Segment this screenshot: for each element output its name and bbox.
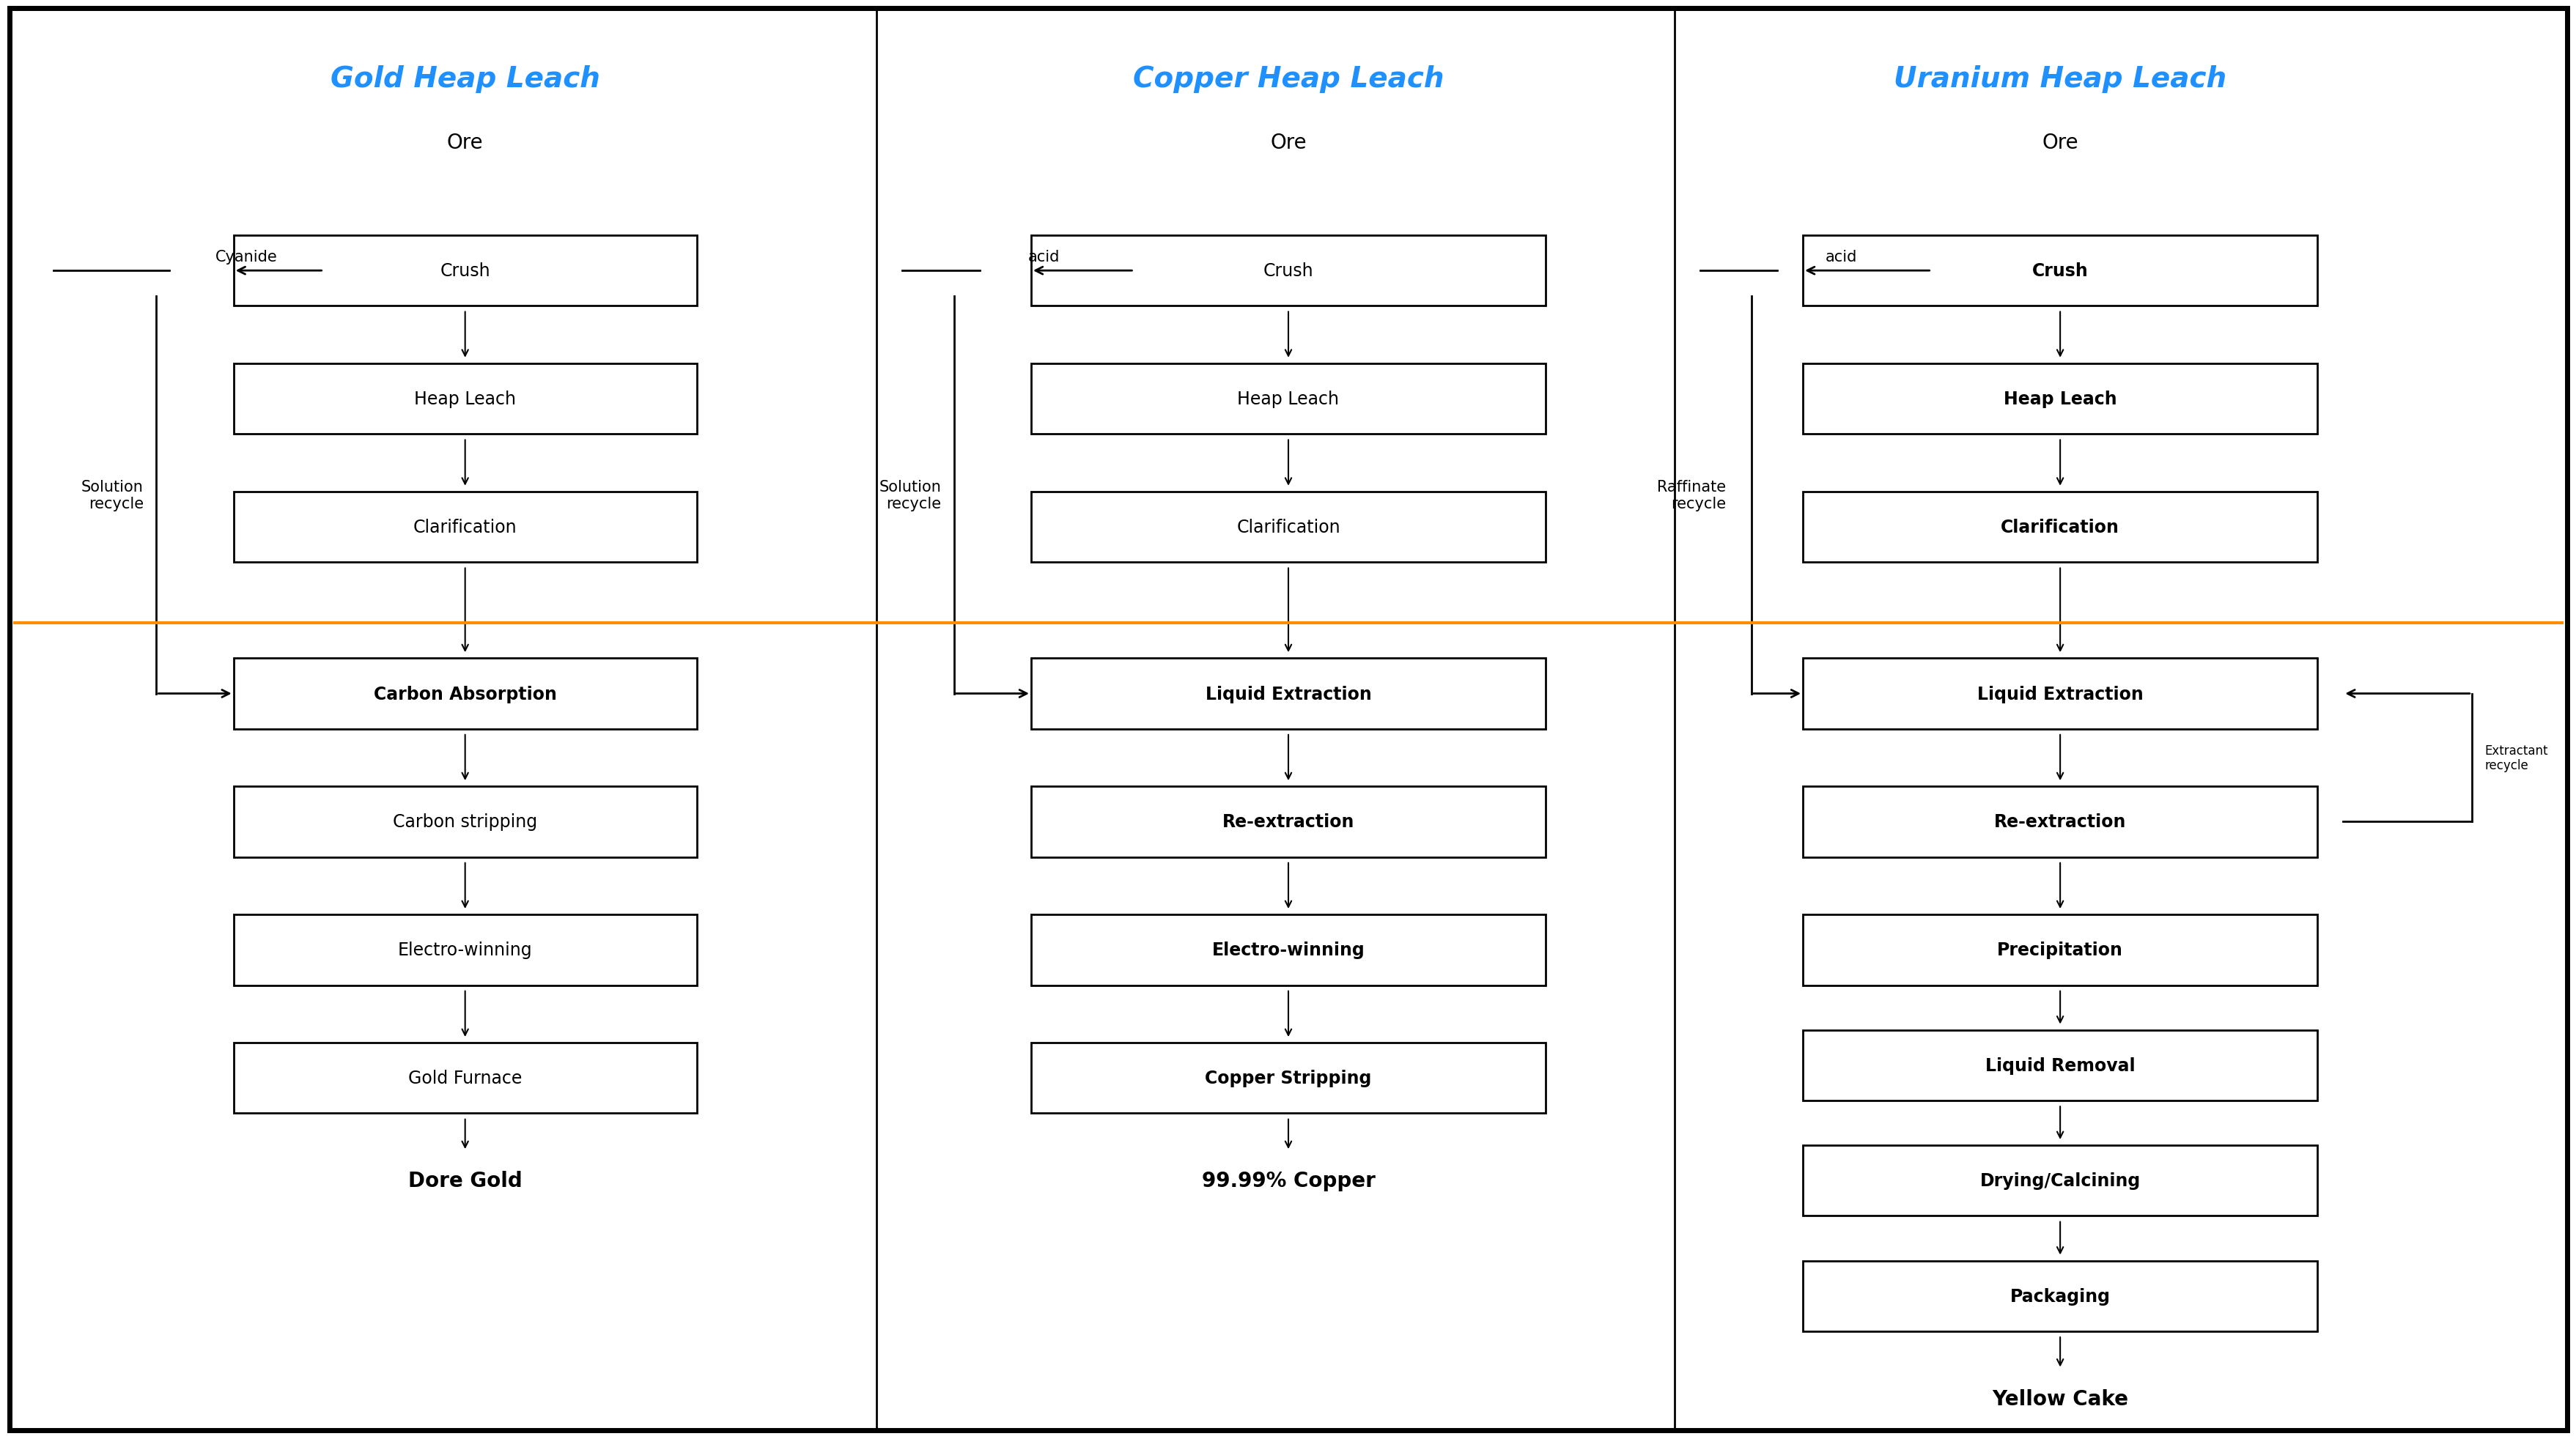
Text: Ore: Ore	[446, 132, 484, 153]
Bar	[1030, 659, 1546, 730]
Bar	[1030, 492, 1546, 563]
Text: Electro-winning: Electro-winning	[1211, 941, 1365, 958]
Bar	[1030, 1043, 1546, 1114]
Text: Liquid Removal: Liquid Removal	[1984, 1056, 2136, 1073]
Bar	[1803, 364, 2316, 435]
Text: Extractant
recycle: Extractant recycle	[2483, 744, 2548, 773]
Bar	[234, 787, 696, 858]
Text: Packaging: Packaging	[2009, 1288, 2110, 1305]
Bar	[1803, 1145, 2316, 1216]
Text: Carbon Absorption: Carbon Absorption	[374, 685, 556, 702]
Text: Clarification: Clarification	[412, 518, 518, 537]
Text: Crush: Crush	[1262, 262, 1314, 279]
Bar	[1803, 1261, 2316, 1331]
Bar	[1803, 915, 2316, 986]
Text: Clarification: Clarification	[1236, 518, 1340, 537]
Text: acid: acid	[1824, 250, 1857, 265]
Text: Dore Gold: Dore Gold	[407, 1170, 523, 1191]
Bar	[234, 236, 696, 307]
Text: Crush: Crush	[440, 262, 489, 279]
Bar	[234, 915, 696, 986]
Text: Raffinate
recycle: Raffinate recycle	[1656, 479, 1726, 511]
Bar	[1803, 1030, 2316, 1101]
Text: Heap Leach: Heap Leach	[2004, 390, 2117, 409]
Text: Liquid Extraction: Liquid Extraction	[1206, 685, 1370, 702]
Bar	[1803, 492, 2316, 563]
Text: Clarification: Clarification	[2002, 518, 2120, 537]
Text: Gold Heap Leach: Gold Heap Leach	[330, 65, 600, 94]
Text: Heap Leach: Heap Leach	[1236, 390, 1340, 409]
Text: Crush: Crush	[2032, 262, 2087, 279]
Bar	[234, 364, 696, 435]
Text: Carbon stripping: Carbon stripping	[392, 813, 538, 830]
Bar	[234, 1043, 696, 1114]
Text: Ore: Ore	[1270, 132, 1306, 153]
Bar	[1030, 364, 1546, 435]
Text: Re-extraction: Re-extraction	[1994, 813, 2125, 830]
Bar	[1030, 915, 1546, 986]
Text: Re-extraction: Re-extraction	[1221, 813, 1355, 830]
Bar	[1030, 787, 1546, 858]
Text: Cyanide: Cyanide	[216, 250, 278, 265]
Text: Electro-winning: Electro-winning	[397, 941, 533, 958]
Text: Precipitation: Precipitation	[1996, 941, 2123, 958]
Bar	[234, 492, 696, 563]
Bar	[1803, 787, 2316, 858]
Text: Yellow Cake: Yellow Cake	[1991, 1389, 2128, 1409]
Text: Heap Leach: Heap Leach	[415, 390, 515, 409]
Text: 99.99% Copper: 99.99% Copper	[1200, 1170, 1376, 1191]
Bar	[234, 659, 696, 730]
Text: Liquid Extraction: Liquid Extraction	[1976, 685, 2143, 702]
Bar	[1030, 236, 1546, 307]
Text: Gold Furnace: Gold Furnace	[407, 1069, 523, 1086]
Text: Copper Stripping: Copper Stripping	[1206, 1069, 1370, 1086]
Text: Drying/Calcining: Drying/Calcining	[1978, 1171, 2141, 1190]
Text: Solution
recycle: Solution recycle	[82, 479, 144, 511]
Text: Solution
recycle: Solution recycle	[878, 479, 940, 511]
Text: Ore: Ore	[2040, 132, 2079, 153]
Bar	[1803, 236, 2316, 307]
Text: acid: acid	[1028, 250, 1059, 265]
Bar	[1803, 659, 2316, 730]
Text: Copper Heap Leach: Copper Heap Leach	[1133, 65, 1443, 94]
Text: Uranium Heap Leach: Uranium Heap Leach	[1893, 65, 2226, 94]
